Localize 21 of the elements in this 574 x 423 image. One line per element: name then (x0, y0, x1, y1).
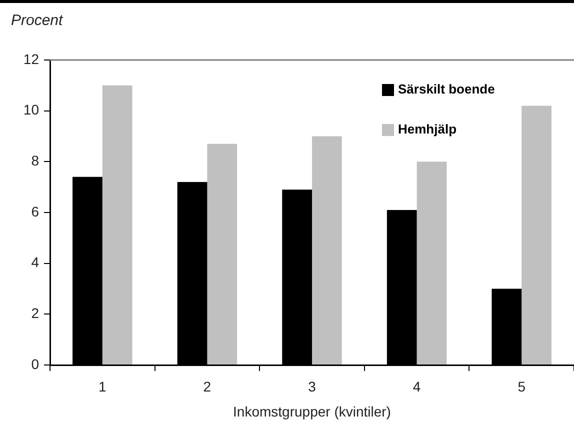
x-tick-label: 5 (518, 378, 526, 394)
y-tick-label: 10 (23, 102, 40, 118)
x-tick-label: 1 (98, 378, 106, 394)
y-tick-label: 0 (31, 356, 40, 372)
bar (207, 144, 238, 364)
x-axis-title: Inkomstgrupper (kvintiler) (233, 403, 391, 420)
y-tick-label: 12 (23, 50, 40, 67)
x-tick-label: 2 (203, 378, 212, 394)
y-tick-label: 8 (31, 152, 40, 169)
y-tick-label: 6 (31, 203, 40, 220)
legend-label: Särskilt boende (398, 82, 495, 97)
x-tick-label: 3 (308, 378, 316, 394)
y-axis-title: Procent (11, 12, 63, 29)
bar (416, 162, 447, 364)
y-tick-label: 2 (31, 305, 40, 322)
y-tick-label: 4 (31, 254, 40, 270)
bar (522, 106, 552, 364)
x-tick-label: 4 (412, 378, 421, 394)
legend-label: Hemhjälp (398, 122, 457, 137)
bar (102, 85, 132, 364)
bar (312, 136, 342, 364)
